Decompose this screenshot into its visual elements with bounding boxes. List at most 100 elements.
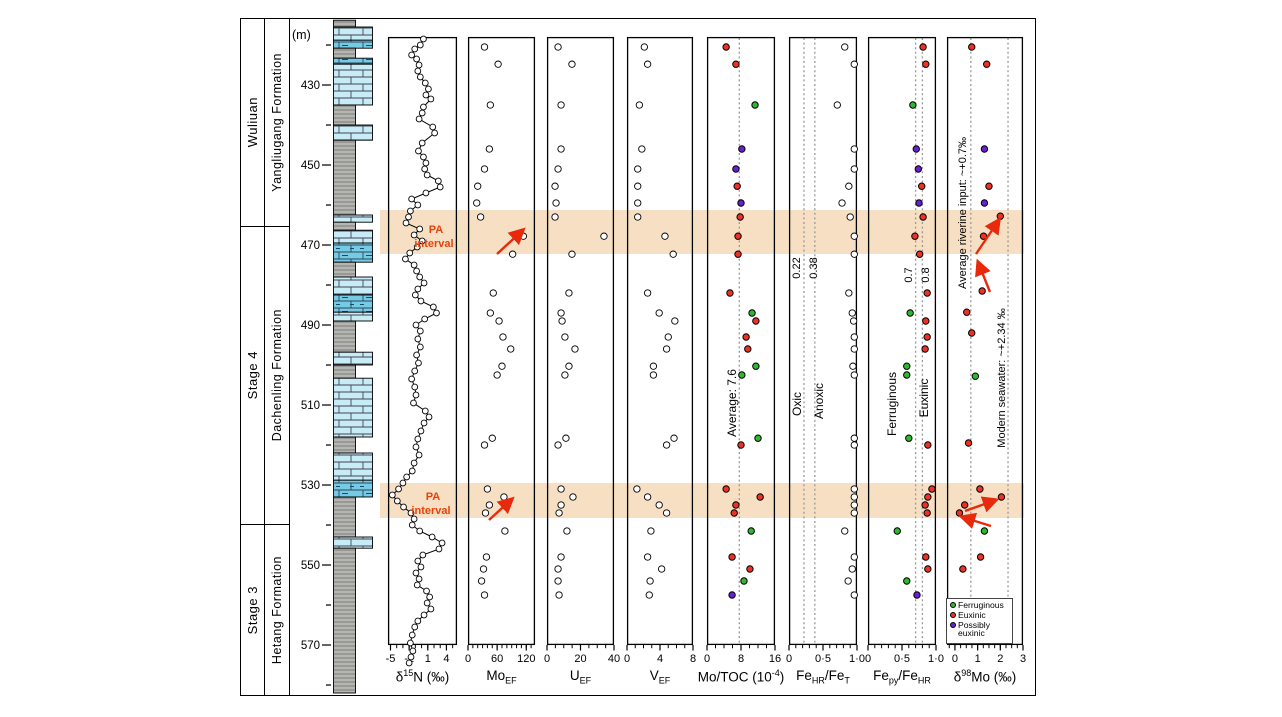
data-point bbox=[438, 539, 446, 547]
data-point bbox=[918, 182, 926, 190]
data-point bbox=[923, 333, 931, 341]
lithology-unit-shale bbox=[333, 221, 356, 231]
annotation: Oxic bbox=[790, 392, 804, 416]
legend-item: Euxinic bbox=[950, 610, 1010, 620]
data-point bbox=[551, 182, 559, 190]
data-point bbox=[649, 362, 658, 370]
lithology-unit-shale bbox=[333, 547, 356, 694]
data-point bbox=[551, 213, 559, 221]
data-point bbox=[557, 553, 565, 561]
data-point bbox=[751, 101, 759, 109]
data-point bbox=[740, 577, 748, 585]
axis-tick-label: 2 bbox=[997, 653, 1003, 665]
data-point bbox=[955, 509, 964, 517]
data-point bbox=[410, 231, 418, 239]
lithology-unit-shale bbox=[333, 261, 356, 278]
data-point bbox=[734, 232, 742, 240]
annotation: 0.7 bbox=[903, 267, 915, 283]
data-point bbox=[410, 515, 418, 523]
formation-cell-dachenling: Dachenling Formation bbox=[265, 227, 290, 525]
data-point bbox=[850, 345, 858, 353]
data-point bbox=[400, 503, 407, 511]
data-point bbox=[414, 617, 422, 625]
data-point bbox=[646, 577, 654, 585]
data-point bbox=[850, 441, 858, 449]
data-point bbox=[922, 317, 930, 325]
data-point bbox=[554, 441, 562, 449]
data-point bbox=[408, 521, 416, 529]
data-point bbox=[411, 367, 419, 375]
data-point bbox=[997, 493, 1006, 501]
data-point bbox=[557, 145, 565, 153]
data-point bbox=[569, 493, 577, 501]
data-point bbox=[415, 115, 423, 123]
depth-unit-label: (m) bbox=[292, 28, 311, 42]
axis-tick-label: 3 bbox=[1020, 653, 1026, 665]
data-point bbox=[911, 232, 919, 240]
annotation: interval bbox=[414, 238, 454, 250]
data-point bbox=[850, 165, 858, 173]
axis-tick-label: 40 bbox=[608, 653, 620, 665]
panel-UEF: 0 20 40 bbox=[544, 36, 620, 665]
data-point bbox=[568, 250, 576, 258]
data-point bbox=[752, 317, 760, 325]
data-point bbox=[838, 199, 846, 207]
lithology-unit-limestone bbox=[333, 351, 373, 366]
data-point bbox=[979, 232, 988, 240]
data-point bbox=[736, 213, 744, 221]
data-point bbox=[417, 427, 425, 435]
data-point bbox=[414, 67, 422, 75]
data-point bbox=[412, 291, 419, 299]
stage-cell-wuliuan: Wuliuan bbox=[241, 18, 265, 227]
panel-MoTOC: 0 8 16 bbox=[704, 36, 781, 665]
data-point bbox=[850, 232, 858, 240]
data-point bbox=[634, 199, 642, 207]
data-point bbox=[923, 509, 931, 517]
data-point bbox=[903, 362, 911, 370]
depth-tick-label: 530 bbox=[301, 480, 320, 492]
data-point bbox=[850, 145, 858, 153]
data-point bbox=[561, 371, 569, 379]
data-point bbox=[557, 485, 565, 493]
data-point bbox=[480, 43, 489, 51]
annotation: PA bbox=[425, 491, 441, 503]
depth-tick-label: 470 bbox=[301, 240, 320, 252]
data-point bbox=[850, 333, 858, 341]
data-point bbox=[833, 101, 841, 109]
data-point bbox=[647, 527, 655, 535]
data-point bbox=[416, 343, 424, 351]
data-point bbox=[928, 485, 936, 493]
data-point bbox=[427, 605, 435, 613]
data-point bbox=[923, 289, 931, 297]
data-point bbox=[420, 419, 428, 427]
data-point bbox=[489, 289, 497, 297]
data-point bbox=[905, 434, 913, 442]
data-point bbox=[562, 434, 570, 442]
data-point bbox=[633, 485, 641, 493]
data-point bbox=[412, 321, 420, 329]
data-point bbox=[738, 145, 746, 153]
data-point bbox=[728, 553, 736, 561]
data-point bbox=[756, 493, 764, 501]
data-point bbox=[850, 553, 858, 561]
data-point bbox=[922, 60, 930, 68]
annotation: Modern seawater: ~+2.34 ‰ bbox=[996, 308, 1008, 448]
annotation: 0.38 bbox=[808, 257, 820, 279]
data-point bbox=[557, 501, 565, 509]
axis-tick-label: 0 bbox=[544, 653, 550, 665]
data-point bbox=[734, 250, 742, 258]
data-point bbox=[493, 371, 501, 379]
data-point bbox=[501, 527, 509, 535]
data-point bbox=[670, 434, 678, 442]
data-point bbox=[485, 501, 494, 509]
data-point bbox=[486, 309, 494, 317]
data-point bbox=[406, 249, 414, 257]
data-point bbox=[924, 493, 932, 501]
data-point bbox=[413, 267, 420, 275]
lithology-unit-shale bbox=[333, 104, 356, 126]
data-point bbox=[407, 509, 415, 517]
data-point bbox=[433, 309, 440, 317]
annotation: 0.8 bbox=[920, 267, 932, 283]
data-point bbox=[552, 199, 560, 207]
annotation: interval bbox=[411, 505, 451, 517]
